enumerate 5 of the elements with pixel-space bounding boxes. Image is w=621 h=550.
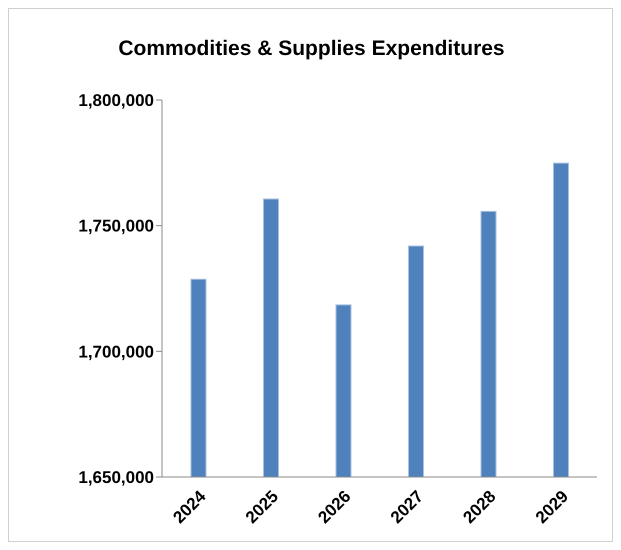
chart-title: Commodities & Supplies Expenditures <box>117 37 506 61</box>
y-tick-label: 1,750,000 <box>78 216 154 236</box>
y-tick-label: 1,650,000 <box>78 468 154 488</box>
y-tick-label: 1,800,000 <box>78 91 154 110</box>
y-tick-label: 1,700,000 <box>78 342 154 362</box>
